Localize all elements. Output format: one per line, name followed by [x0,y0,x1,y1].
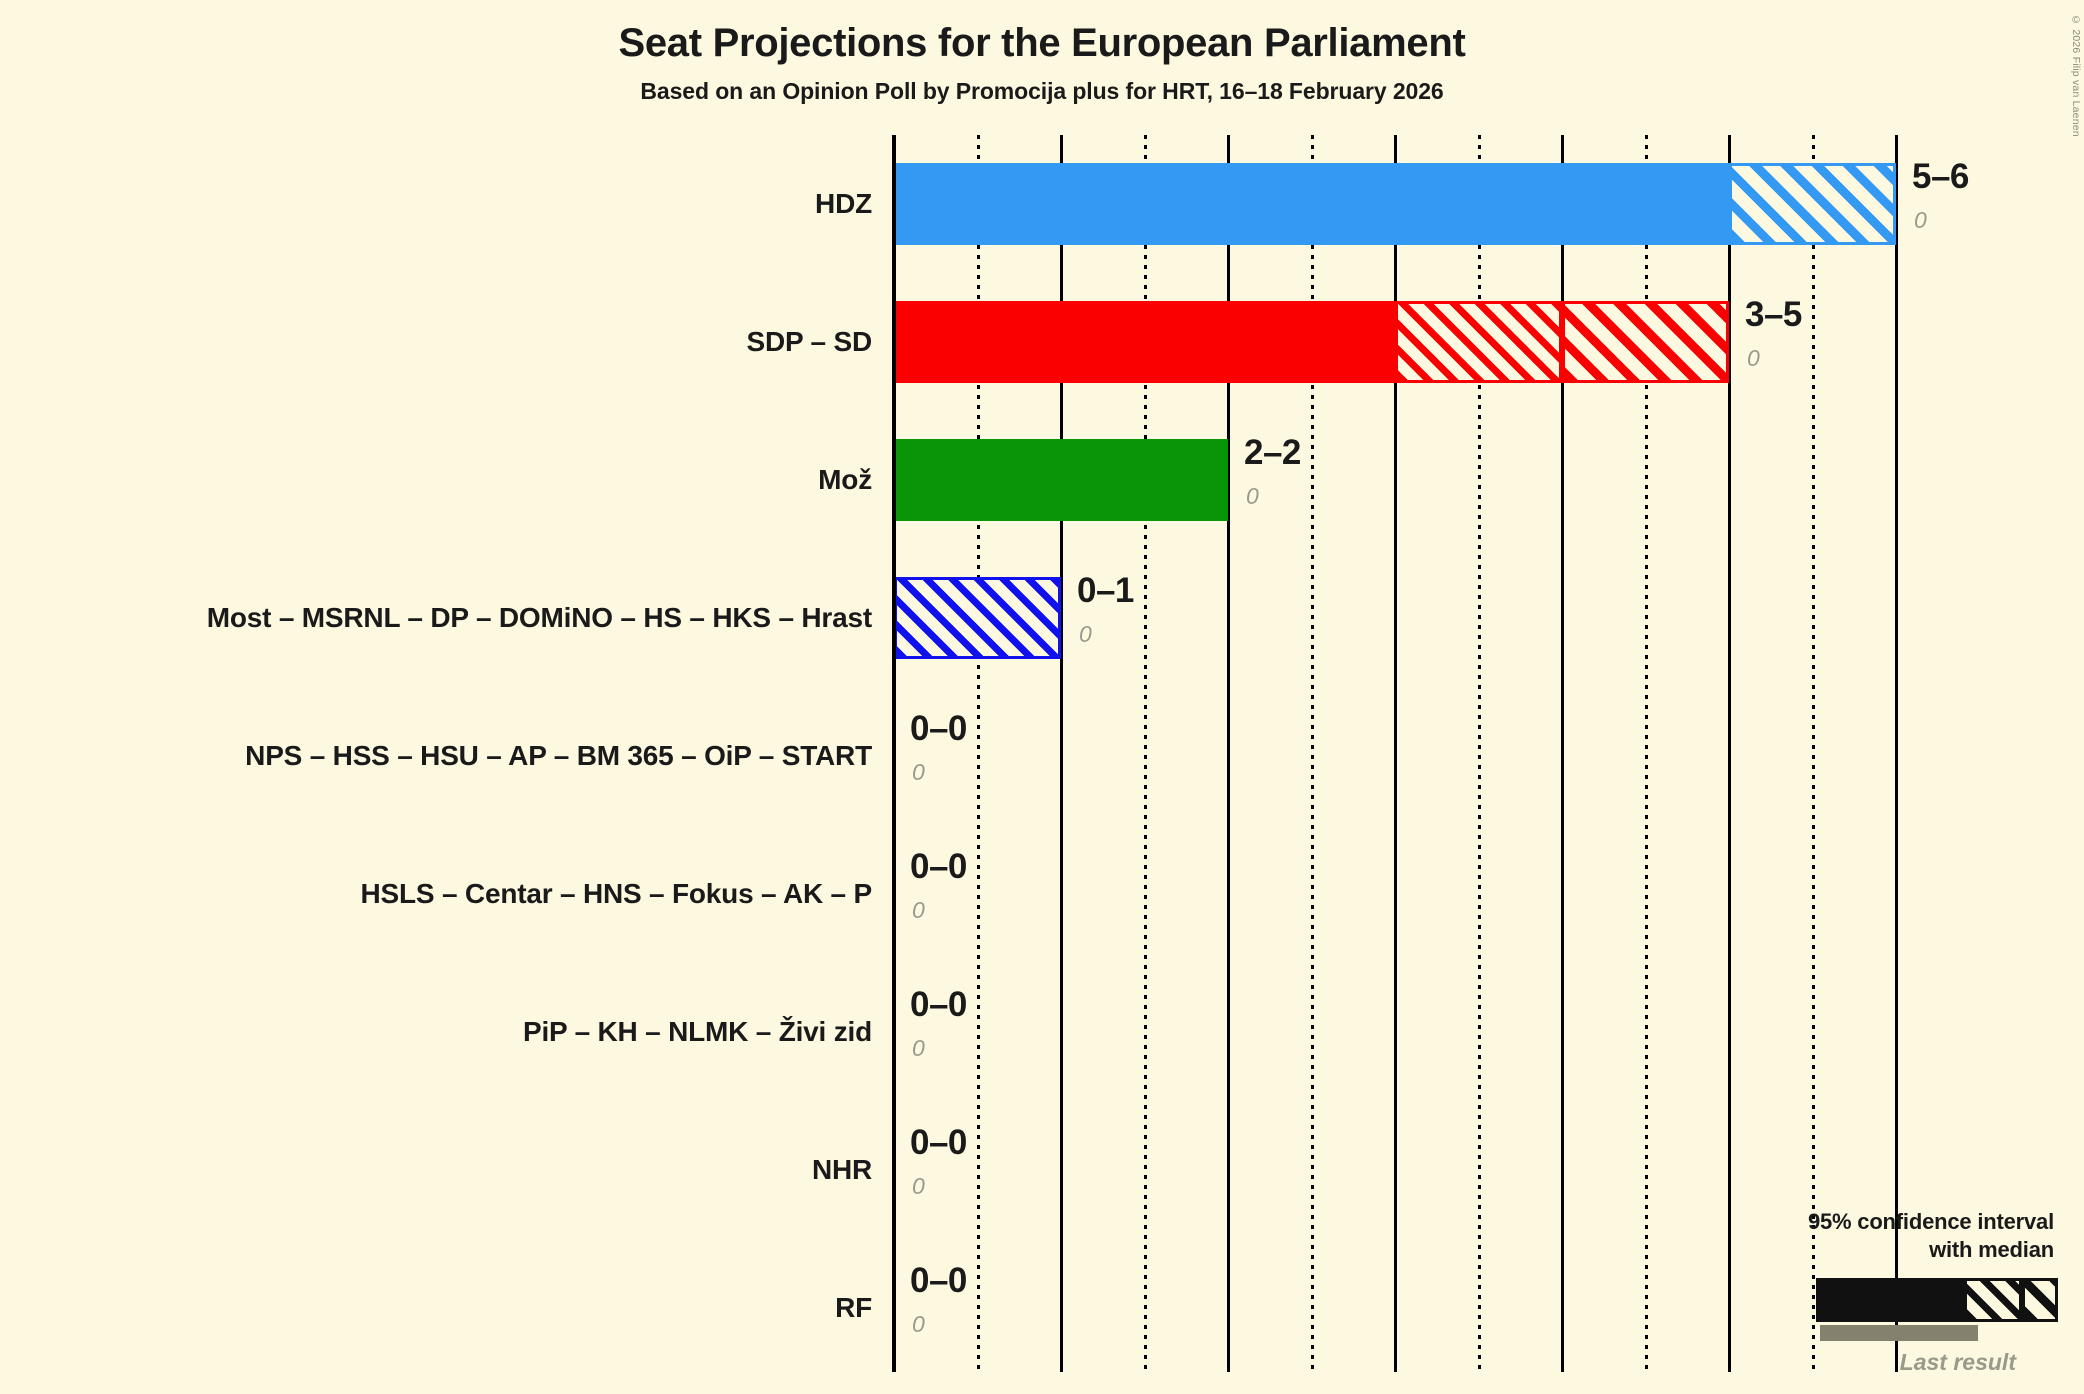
legend-sample-bar [1816,1278,2058,1322]
page-title: Seat Projections for the European Parlia… [618,21,1466,65]
bar-row: HDZ 5–6 0 [0,135,2084,273]
last-result-value: 0 [1079,621,1092,647]
gridline-minor [976,135,980,1372]
bar-container [894,163,1896,245]
bar-segment-solid [894,163,1729,245]
gridline-minor [1811,135,1815,1372]
confidence-interval-bar[interactable] [894,439,1228,521]
confidence-interval-bar[interactable] [894,577,1061,659]
gridline-minor [1644,135,1648,1372]
y-axis-line [892,135,896,1372]
bar-container [894,301,1729,383]
gridline-minor [1143,135,1147,1372]
last-result-value: 0 [912,1035,925,1061]
bar-segment-median [1395,301,1562,383]
gridline-major [1561,135,1564,1372]
legend-solid-segment [1816,1278,1964,1322]
last-result-value: 0 [912,1173,925,1199]
gridline-minor [1477,135,1481,1372]
bar-row-label: PiP – KH – NLMK – Živi zid [522,1016,872,1047]
bar-row-label: NHR [811,1154,872,1185]
seat-range-label: 0–0 [910,847,967,886]
last-result-value: 0 [912,759,925,785]
last-result-value: 0 [1246,483,1259,509]
gridline-minor [1310,135,1314,1372]
legend-line-1: 95% confidence interval [1807,1208,2054,1234]
legend: 95% confidence interval with median Last… [1724,1208,2058,1376]
bar-row: Most – MSRNL – DP – DOMiNO – HS – HKS – … [0,549,2084,687]
last-result-value: 0 [1747,345,1760,371]
bar-segment-upper [1562,301,1729,383]
bar-row-label: RF [835,1292,872,1323]
confidence-interval-bar[interactable] [894,163,1896,245]
gridline-major [1895,135,1898,1372]
legend-upper-segment [2022,1278,2058,1322]
legend-median-segment [1964,1278,2022,1322]
chart-header: Seat Projections for the European Parlia… [0,22,2084,105]
chart-subtitle: Based on an Opinion Poll by Promocija pl… [640,78,1444,104]
bar-row-label: HDZ [815,188,872,219]
bar-row-label: SDP – SD [746,326,873,357]
bar-row: NPS – HSS – HSU – AP – BM 365 – OiP – ST… [0,687,2084,825]
bar-row: RF 0–0 0 [0,1239,2084,1377]
seat-range-label: 0–0 [910,985,967,1024]
confidence-interval-bar[interactable] [894,301,1729,383]
gridline-major [1728,135,1731,1372]
seat-range-label: 5–6 [1912,157,1969,196]
bar-row-label: NPS – HSS – HSU – AP – BM 365 – OiP – ST… [245,740,872,771]
seat-range-label: 0–0 [910,1123,967,1162]
bar-segment-solid [894,301,1395,383]
bar-segment-solid [894,439,1228,521]
bar-row: Mož 2–2 0 [0,411,2084,549]
bar-container [894,439,1228,521]
bar-container [894,577,1061,659]
seat-range-label: 0–1 [1077,571,1134,610]
bar-row-label: Mož [818,464,872,495]
seat-range-label: 0–0 [910,1261,967,1300]
legend-last-result-bar [1820,1325,1978,1341]
bar-segment-median [894,577,1061,659]
copyright-notice: © 2026 Filip van Laenen [2070,14,2082,137]
seat-range-label: 3–5 [1745,295,1802,334]
gridline-major [1227,135,1230,1372]
bar-row-label: Most – MSRNL – DP – DOMiNO – HS – HKS – … [206,602,872,633]
gridline-major [1394,135,1397,1372]
legend-line-2: with median [1929,1236,2054,1262]
last-result-value: 0 [1914,207,1927,233]
last-result-value: 0 [912,897,925,923]
legend-title: 95% confidence interval with median [1724,1208,2054,1264]
bar-row: SDP – SD 3–5 0 [0,273,2084,411]
seat-range-label: 0–0 [910,709,967,748]
last-result-value: 0 [912,1311,925,1337]
bar-row: HSLS – Centar – HNS – Fokus – AK – P 0–0 0 [0,825,2084,963]
bar-row: NHR 0–0 0 [0,1101,2084,1239]
bar-segment-upper [1729,163,1896,245]
bar-row-label: HSLS – Centar – HNS – Fokus – AK – P [360,878,873,909]
bar-row: PiP – KH – NLMK – Živi zid 0–0 0 [0,963,2084,1101]
seat-range-label: 2–2 [1244,433,1301,472]
gridline-major [1060,135,1063,1372]
legend-last-result-label: Last result [1899,1349,2016,1375]
